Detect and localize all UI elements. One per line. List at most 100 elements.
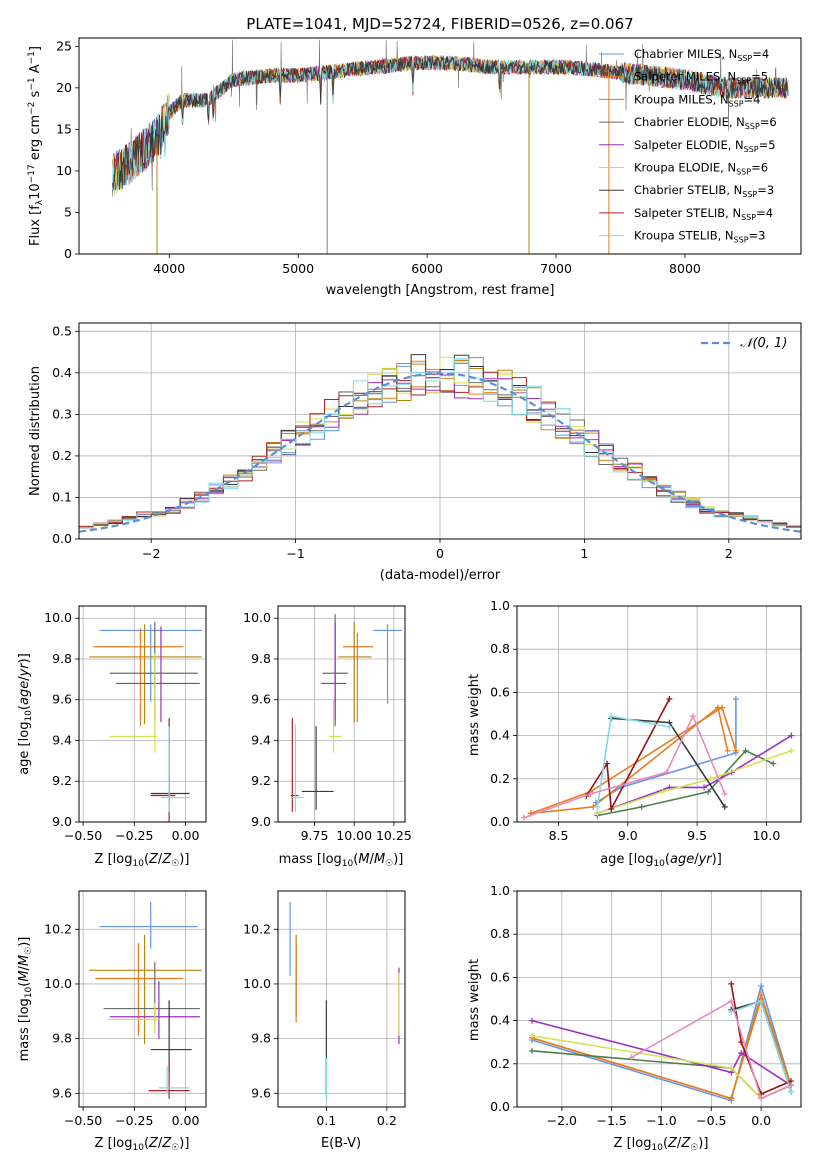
spectrum-ylabel-text5: A <box>28 64 43 77</box>
panel-ytick-label: 0.4 <box>490 1013 510 1028</box>
panel-xtick-label: 9.5 <box>687 828 707 843</box>
panel-ytick-label: 0.8 <box>490 926 510 941</box>
massweight-series-line <box>530 706 729 815</box>
spectrum-series-group <box>112 39 789 254</box>
spectrum-xtick-label: 7000 <box>540 261 572 276</box>
panel-frame <box>516 605 802 823</box>
massweight-series-line <box>531 1019 792 1087</box>
legend-label-main: Salpeter MILES, N <box>634 70 736 84</box>
panel-ytick-label: 9.0 <box>52 814 72 829</box>
massweight-point <box>738 1050 745 1056</box>
massweight-point <box>732 747 739 754</box>
spectrum-legend-label: Chabrier MILES, NSSP=4 <box>634 47 769 63</box>
residual-xtick-label: −1 <box>286 546 304 561</box>
massweight-point <box>728 1008 735 1015</box>
residual-ticks: −2 −1 0 1 2 0.0 0.1 0.2 0.3 0.4 0.5 <box>52 323 733 561</box>
massweight-point <box>758 983 765 990</box>
legend-label-main: Salpeter ELODIE, N <box>634 138 744 152</box>
spectrum-ytick-label: 20 <box>56 80 72 95</box>
massweight-series-line <box>523 714 726 819</box>
legend-label-sub: SSP <box>729 99 744 108</box>
spectrum-legend-label: Chabrier STELIB, NSSP=3 <box>634 183 774 199</box>
spectrum-title: PLATE=1041, MJD=52724, FIBERID=0526, z=0… <box>246 15 633 33</box>
spectrum-ylabel-text: Flux [f <box>28 205 43 246</box>
massweight-point <box>701 784 708 791</box>
spectrum-ylabel: Flux [fλ10−17 erg cm−2 s−1 A−1] <box>27 46 45 246</box>
panel-ytick-label: 9.8 <box>251 651 271 666</box>
legend-label-sub: SSP <box>734 236 749 245</box>
massweight-point <box>721 803 728 810</box>
residual-ytick-label: 0.2 <box>52 448 72 463</box>
legend-label-sub: SSP <box>744 145 759 154</box>
residual-xtick-label: 2 <box>725 546 733 561</box>
legend-label-sub: SSP <box>742 190 757 199</box>
spectrum-xtick-label: 5000 <box>282 261 314 276</box>
residual-xtick-label: −2 <box>142 546 160 561</box>
massweight-point <box>689 713 696 720</box>
panel-xtick-label: −0.25 <box>115 1113 153 1128</box>
spectrum-ytick-label: 10 <box>56 163 72 178</box>
spectrum-series-line <box>112 55 789 190</box>
legend-label-main: Chabrier ELODIE, N <box>634 115 745 129</box>
massweight-series-line <box>530 706 737 815</box>
panel-frame <box>277 605 406 823</box>
massweight-point <box>587 790 594 797</box>
mwAge-ylabel: mass weight <box>467 674 482 756</box>
panel-xtick-label: 0.1 <box>316 1113 336 1128</box>
spectrum-ylabel-sub: λ <box>35 199 45 205</box>
panel-ytick-label: 9.4 <box>251 732 271 747</box>
spectrum-ylabel-text2: 10 <box>28 183 43 200</box>
panel-ytick-label: 0.8 <box>490 641 510 656</box>
panel-ytick-label: 0.6 <box>490 969 510 984</box>
panel-ytick-label: 0.6 <box>490 684 510 699</box>
residual-ylabel: Normed distribution <box>28 366 43 496</box>
panel-xtick-label: 0.0 <box>751 1113 771 1128</box>
panel-ytick-label: 0.0 <box>490 1099 510 1114</box>
massweight-series-line <box>585 698 671 812</box>
spectrum-legend-label: Kroupa MILES, NSSP=4 <box>634 92 760 108</box>
massweight-series-line <box>531 983 792 1102</box>
panel-ytick-label: 9.0 <box>251 814 271 829</box>
spectrum-ylabel-end: ] <box>28 46 43 51</box>
mass-vs-metallicity-panel: −0.50 −0.25 0.00 9.6 9.8 10.0 10.2 <box>44 890 207 1128</box>
legend-label-count: =4 <box>752 47 769 61</box>
massweight-point <box>594 803 601 810</box>
massweight-point <box>758 998 765 1005</box>
spectrum-ytick-label: 15 <box>56 121 72 136</box>
residual-xtick-label: 1 <box>580 546 588 561</box>
mass-vs-ebv-panel: 0.1 0.2 9.6 9.8 10.0 10.2 <box>243 890 406 1128</box>
age-vs-mass-panel: 9.75 10.00 10.25 9.0 9.2 9.4 9.6 9.8 10.0 <box>243 605 412 843</box>
legend-label-count: =5 <box>751 70 768 84</box>
panel-ytick-label: 9.6 <box>251 1085 271 1100</box>
panel-xtick-label: 10.25 <box>376 828 412 843</box>
massweight-point <box>604 760 611 767</box>
residual-ytick-label: 0.5 <box>52 323 72 338</box>
massweight-point <box>788 732 795 739</box>
spectrum-xlabel: wavelength [Angstrom, rest frame] <box>326 283 555 298</box>
massweight-point <box>638 803 645 810</box>
panel-xtick-label: 9.75 <box>301 828 329 843</box>
massweight-point <box>728 1065 735 1072</box>
gaussian-legend-label: 𝒩(0, 1) <box>740 336 787 351</box>
panel-xtick-label: −0.25 <box>115 828 153 843</box>
massweight-point <box>742 747 749 754</box>
massweight-point <box>628 1054 635 1061</box>
massweight-point <box>732 695 739 702</box>
panel-ytick-label: 10.2 <box>243 921 271 936</box>
legend-label-sub: SSP <box>745 122 760 131</box>
massweight-point <box>788 747 795 754</box>
residual-panel: −2 −1 0 1 2 0.0 0.1 0.2 0.3 0.4 0.5 (data-model)/e… <box>28 322 802 583</box>
legend-label-sub: SSP <box>741 213 756 222</box>
legend-label-main: Salpeter STELIB, N <box>634 206 741 220</box>
legend-label-count: =5 <box>759 138 776 152</box>
spectrum-ytick-label: 5 <box>64 204 72 219</box>
massweight-point <box>758 1095 765 1102</box>
panel-ytick-label: 9.2 <box>52 773 72 788</box>
spectrum-xtick-label: 6000 <box>411 261 443 276</box>
massweight-point <box>724 747 731 754</box>
panel-xtick-label: −0.50 <box>64 828 102 843</box>
massweight-point <box>666 695 673 702</box>
legend-label-count: =6 <box>751 161 768 175</box>
massweight-point <box>608 806 615 813</box>
